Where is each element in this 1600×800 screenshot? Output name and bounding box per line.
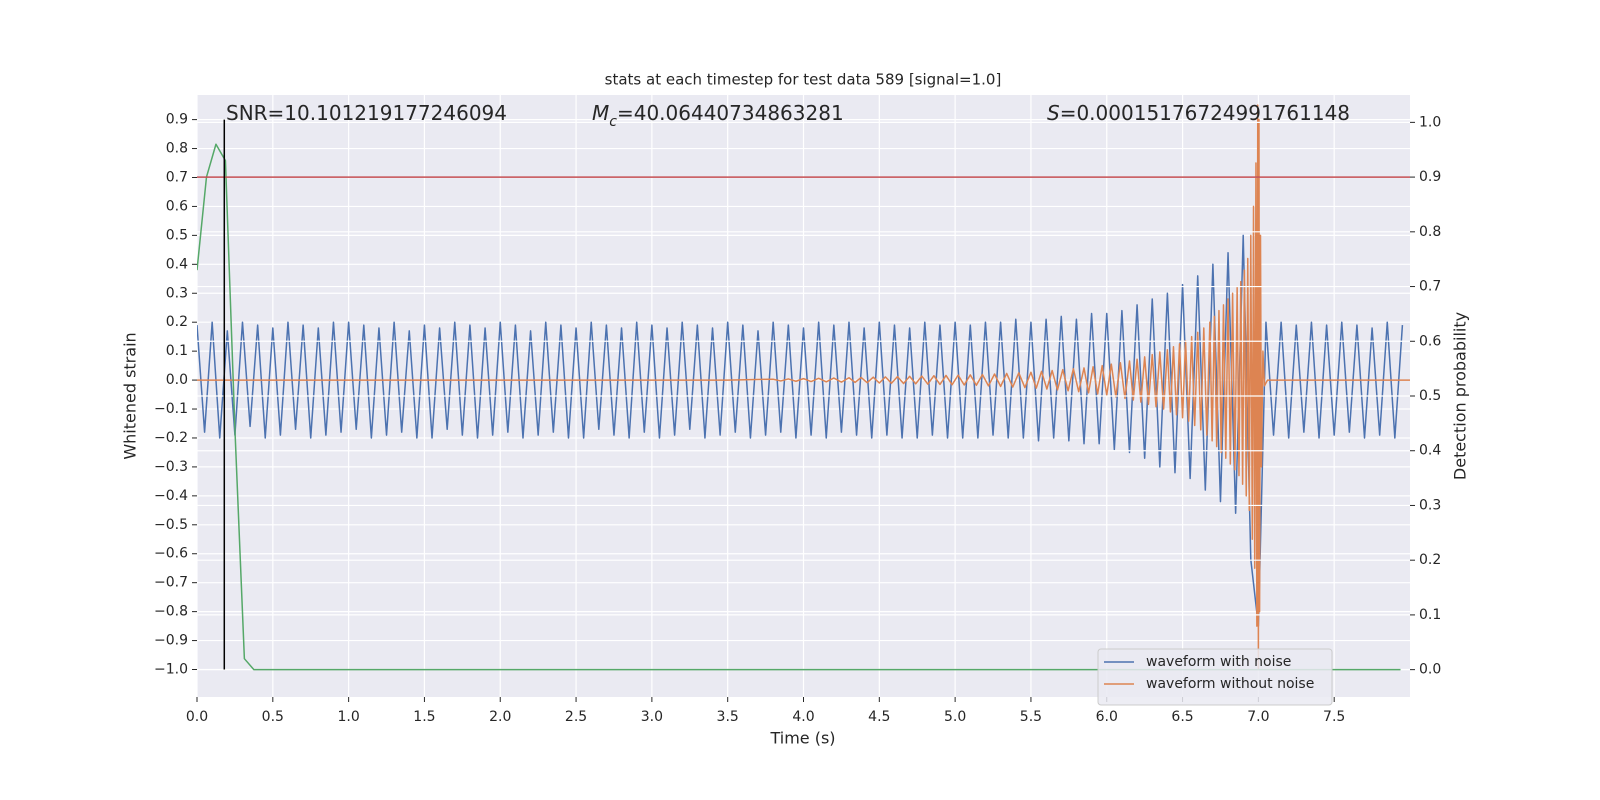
y-tick-label: 0.0 <box>166 372 188 388</box>
x-tick-label: 3.0 <box>641 709 663 725</box>
y-tick-label: −0.9 <box>154 633 188 649</box>
annotation-symbol: S <box>1047 101 1060 125</box>
y-tick-label: 0.5 <box>166 227 188 243</box>
y-tick-label: −0.5 <box>154 517 188 533</box>
y-tick-label: −1.0 <box>154 662 188 678</box>
y2-tick-label: 0.2 <box>1419 552 1441 568</box>
legend-label: waveform with noise <box>1146 654 1291 670</box>
annotation: Mc=40.06440734863281 <box>592 101 844 131</box>
y2-tick-label: 0.3 <box>1419 497 1441 513</box>
y-tick-label: −0.3 <box>154 459 188 475</box>
x-tick-label: 0.5 <box>262 709 284 725</box>
y-tick-label: 0.3 <box>166 285 188 301</box>
legend-label: waveform without noise <box>1146 676 1314 692</box>
y2-tick-label: 0.1 <box>1419 607 1441 623</box>
y-tick-label: −0.7 <box>154 575 188 591</box>
y2-tick-label: 0.6 <box>1419 333 1441 349</box>
x-axis-label: Time (s) <box>769 729 835 748</box>
y-tick-label: −0.1 <box>154 401 188 417</box>
x-tick-label: 5.0 <box>944 709 966 725</box>
y2-tick-label: 0.8 <box>1419 224 1441 240</box>
y2-tick-label: 0.7 <box>1419 279 1441 295</box>
x-tick-label: 1.0 <box>337 709 359 725</box>
y-tick-label: 0.4 <box>166 256 188 272</box>
y-axis-label: Whitened strain <box>121 332 140 459</box>
x-tick-label: 7.5 <box>1323 709 1345 725</box>
annotation-text: =40.06440734863281 <box>617 101 844 125</box>
y2-tick-label: 0.4 <box>1419 443 1441 459</box>
y2-tick-label: 0.0 <box>1419 662 1441 678</box>
legend-box <box>1097 648 1333 706</box>
y2-tick-label: 0.5 <box>1419 388 1441 404</box>
y-tick-label: 0.8 <box>166 141 188 157</box>
x-tick-label: 2.0 <box>489 709 511 725</box>
y2-tick-label: 0.9 <box>1419 169 1441 185</box>
y-tick-label: −0.4 <box>154 488 188 504</box>
x-tick-label: 0.0 <box>186 709 208 725</box>
y2-axis-label: Detection probability <box>1451 312 1470 480</box>
series-line <box>197 143 1401 671</box>
annotation-text: =0.00015176724991761148 <box>1060 101 1350 125</box>
annotation-subscript: c <box>609 114 617 130</box>
annotation-symbol: M <box>592 101 609 125</box>
x-tick-label: 4.0 <box>792 709 814 725</box>
y-tick-label: −0.2 <box>154 430 188 446</box>
y-tick-label: 0.1 <box>166 343 188 359</box>
x-tick-label: 5.5 <box>1020 709 1042 725</box>
x-tick-label: 2.5 <box>565 709 587 725</box>
chart-title: stats at each timestep for test data 589… <box>605 71 1002 89</box>
annotation-text: SNR=10.101219177246094 <box>226 101 507 125</box>
annotation: SNR=10.101219177246094 <box>226 101 507 125</box>
x-tick-label: 6.5 <box>1171 709 1193 725</box>
y-tick-label: 0.9 <box>166 112 188 128</box>
x-tick-label: 3.5 <box>717 709 739 725</box>
x-tick-label: 1.5 <box>413 709 435 725</box>
y-tick-label: −0.6 <box>154 546 188 562</box>
y-tick-label: −0.8 <box>154 604 188 620</box>
x-tick-label: 6.0 <box>1096 709 1118 725</box>
y-tick-label: 0.6 <box>166 198 188 214</box>
y-tick-label: 0.2 <box>166 314 188 330</box>
x-tick-label: 4.5 <box>868 709 890 725</box>
y-tick-label: 0.7 <box>166 169 188 185</box>
y2-tick-label: 1.0 <box>1419 114 1441 130</box>
x-tick-label: 7.0 <box>1247 709 1269 725</box>
annotation: S=0.00015176724991761148 <box>1047 101 1350 125</box>
